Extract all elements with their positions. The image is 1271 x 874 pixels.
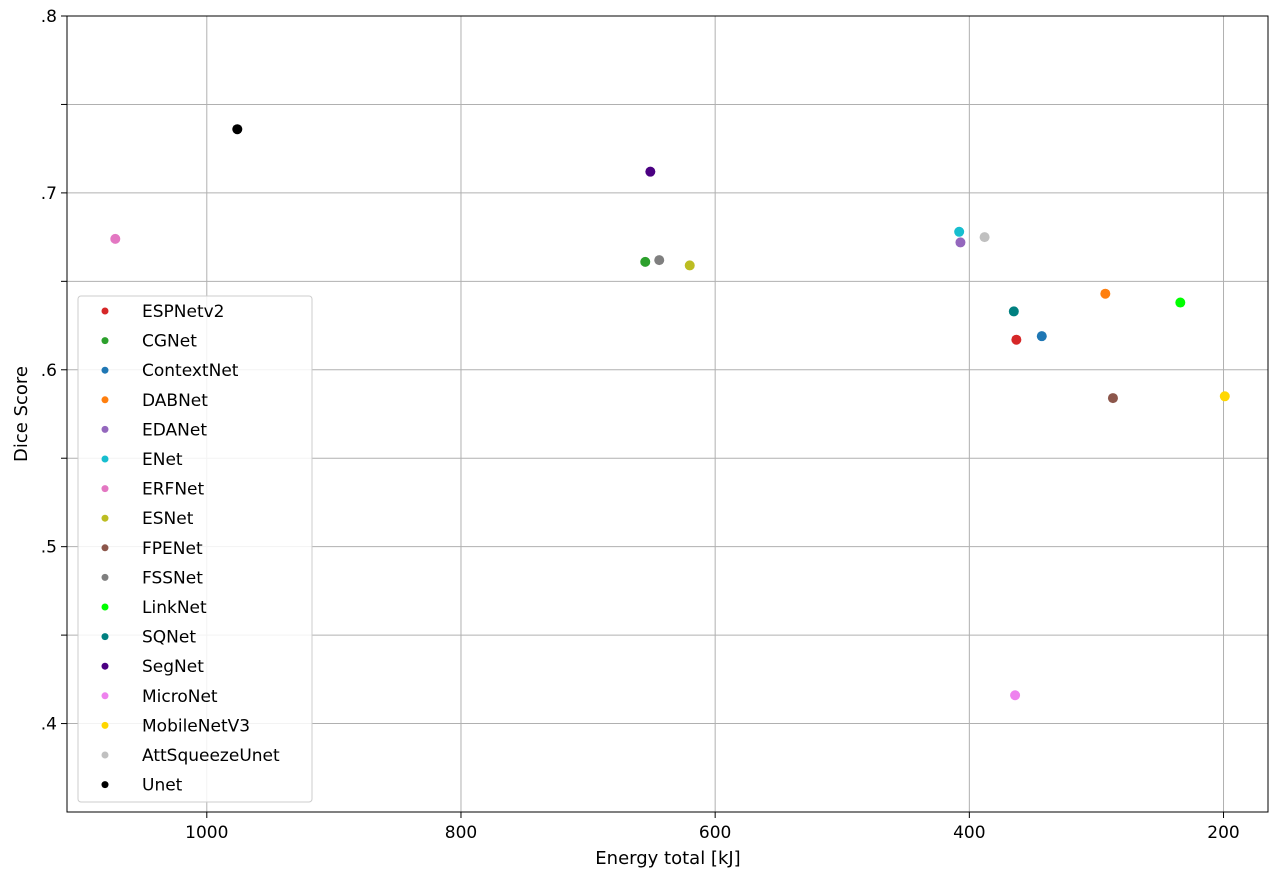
data-point-mobilenetv3 — [1219, 391, 1230, 402]
legend-label-attsqueezeunet: AttSqueezeUnet — [142, 746, 280, 766]
y-tick-label: .7 — [41, 184, 57, 204]
legend-label-contextnet: ContextNet — [142, 361, 239, 381]
y-tick-label: .6 — [41, 361, 57, 381]
legend-marker-erfnet — [101, 485, 109, 493]
legend-label-fpenet: FPENet — [142, 539, 203, 559]
legend-marker-esnet — [101, 514, 109, 522]
data-point-edanet — [955, 237, 966, 248]
legend-label-enet: ENet — [142, 450, 183, 470]
legend-label-segnet: SegNet — [142, 657, 204, 677]
data-points — [110, 124, 1230, 701]
data-point-linknet — [1175, 297, 1186, 308]
legend-marker-linknet — [101, 603, 109, 611]
legend-marker-fpenet — [101, 544, 109, 552]
legend-box — [77, 295, 313, 803]
data-point-fpenet — [1107, 393, 1118, 404]
x-tick-label: 200 — [1207, 823, 1239, 843]
legend-marker-dabnet — [101, 396, 109, 404]
data-point-fssnet — [654, 255, 665, 266]
legend-label-espnetv2: ESPNetv2 — [142, 302, 225, 322]
data-point-segnet — [645, 166, 656, 177]
y-tick-label: .5 — [41, 538, 57, 558]
x-tick-label: 1000 — [185, 823, 228, 843]
plot-area-frame — [66, 15, 1269, 813]
legend-marker-micronet — [101, 692, 109, 700]
legend-marker-edanet — [101, 425, 109, 433]
x-tick-label: 400 — [953, 823, 985, 843]
legend-label-sqnet: SQNet — [142, 628, 196, 648]
legend-marker-segnet — [101, 662, 109, 670]
legend-marker-espnetv2 — [101, 307, 109, 315]
data-point-enet — [954, 226, 965, 237]
data-point-unet — [232, 124, 243, 135]
legend-marker-fssnet — [101, 573, 109, 581]
legend-marker-contextnet — [101, 366, 109, 374]
y-tick-label: .8 — [41, 7, 57, 27]
data-point-cgnet — [640, 256, 651, 267]
data-point-sqnet — [1008, 306, 1019, 317]
data-point-erfnet — [110, 233, 121, 244]
y-tick-label: .4 — [41, 715, 57, 735]
legend-marker-mobilenetv3 — [101, 721, 109, 729]
legend-marker-unet — [101, 781, 109, 789]
legend-label-esnet: ESNet — [142, 509, 194, 529]
legend-label-micronet: MicroNet — [142, 687, 218, 707]
axis-ticks: 1000 800 600 400 200 .4 .5 .6 .7 .8 — [41, 7, 1240, 843]
legend-label-edanet: EDANet — [142, 420, 207, 440]
data-point-esnet — [684, 260, 695, 271]
legend-label-fssnet: FSSNet — [142, 568, 203, 588]
x-tick-label: 800 — [445, 823, 477, 843]
data-point-contextnet — [1036, 331, 1047, 342]
legend-label-mobilenetv3: MobileNetV3 — [142, 716, 250, 736]
legend-marker-attsqueezeunet — [101, 751, 109, 759]
legend-marker-sqnet — [101, 633, 109, 641]
data-point-dabnet — [1100, 288, 1111, 299]
data-point-attsqueezeunet — [979, 232, 990, 243]
legend-label-dabnet: DABNet — [142, 391, 208, 411]
x-axis-title: Energy total [kJ] — [595, 848, 740, 869]
legend-label-cgnet: CGNet — [142, 332, 197, 352]
legend-label-unet: Unet — [142, 776, 183, 796]
legend-marker-enet — [101, 455, 109, 463]
legend-marker-cgnet — [101, 337, 109, 345]
legend: ESPNetv2 CGNet ContextNet DABNet EDANet ENet E… — [77, 295, 313, 803]
data-point-espnetv2 — [1011, 334, 1022, 345]
x-tick-label: 600 — [699, 823, 731, 843]
legend-label-linknet: LinkNet — [142, 598, 207, 618]
legend-label-erfnet: ERFNet — [142, 480, 205, 500]
data-point-micronet — [1010, 690, 1021, 701]
y-axis-title: Dice Score — [11, 366, 32, 462]
